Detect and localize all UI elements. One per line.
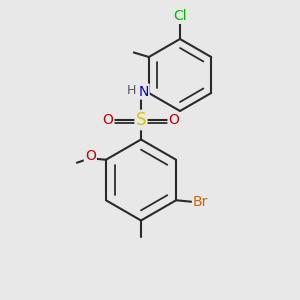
Text: O: O — [85, 149, 96, 163]
Text: N: N — [138, 85, 148, 98]
Text: O: O — [169, 113, 179, 127]
Text: S: S — [136, 111, 146, 129]
Text: H: H — [127, 83, 136, 97]
Text: O: O — [103, 113, 113, 127]
Text: Br: Br — [193, 195, 208, 209]
Text: Cl: Cl — [173, 9, 187, 23]
